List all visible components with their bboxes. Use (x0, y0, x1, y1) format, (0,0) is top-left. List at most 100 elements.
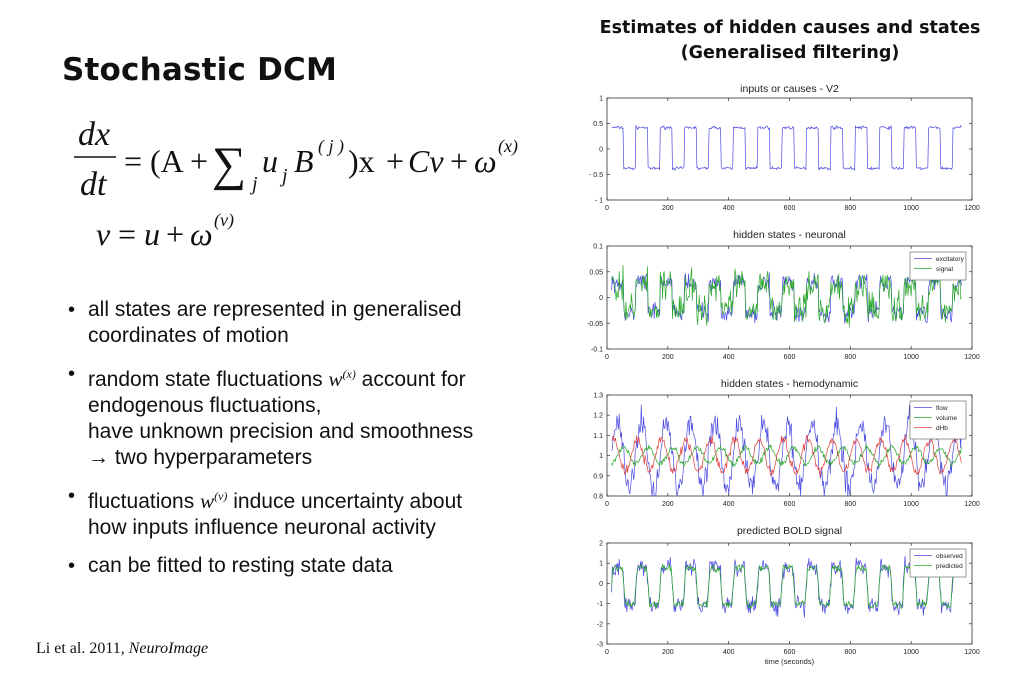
y-tick-label: 0 (599, 147, 603, 154)
eq-B: B (294, 143, 314, 179)
chart-title: inputs or causes - V2 (740, 83, 839, 95)
eq2-plus: + (166, 216, 184, 252)
series-line-signal (611, 265, 962, 328)
chart-title: hidden states - hemodynamic (721, 378, 858, 390)
x-tick-label: 1000 (903, 354, 919, 361)
eq-omega-x-superscript: (x) (498, 136, 518, 157)
chart-legend: excitatory signal (909, 251, 967, 281)
bullet-item: fluctuations w(v) induce uncertainty abo… (66, 483, 526, 541)
series-line-flow (611, 404, 962, 497)
eq-close-x: )x (348, 143, 375, 179)
x-tick-label: 200 (662, 501, 674, 508)
x-tick-label: 0 (605, 205, 609, 212)
x-tick-label: 400 (723, 205, 735, 212)
y-tick-label: - 1 (595, 198, 603, 205)
legend-label: volume (936, 415, 957, 422)
y-tick-label: 1 (599, 561, 603, 568)
x-tick-label: 200 (662, 354, 674, 361)
series-line-predicted (611, 563, 962, 610)
x-tick-label: 1000 (903, 205, 919, 212)
bullet-item: all states are represented in generalise… (66, 297, 526, 349)
chart-legend: flow volume dHb (909, 400, 967, 440)
y-tick-label: - 0.5 (589, 172, 603, 179)
math-w-v: w(v) (200, 489, 228, 513)
x-tick-label: 200 (662, 205, 674, 212)
x-tick-label: 1000 (903, 649, 919, 656)
legend-label: flow (936, 405, 948, 412)
eq2-omega: ω (190, 216, 213, 252)
chart-panel-1: inputs or causes - V2 0 200 400 600 800 1000 12… (589, 83, 980, 212)
x-tick-label: 200 (662, 649, 674, 656)
bullet-item: can be fitted to resting state data (66, 553, 526, 579)
slide-title: Stochastic DCM (62, 52, 338, 88)
y-tick-label: 1.3 (593, 393, 603, 400)
eq-equals: = (124, 143, 142, 179)
y-tick-label: 0.9 (593, 473, 603, 480)
stochastic-dcm-equations: dx dt = (A + ∑ j u j B ( j ) )x + Cv + ω… (74, 116, 518, 252)
eq-plus-3: + (450, 143, 468, 179)
x-tick-label: 1200 (964, 205, 980, 212)
x-tick-label: 0 (605, 354, 609, 361)
y-tick-label: -1 (597, 601, 603, 608)
series-line-series-1 (611, 124, 962, 172)
eq-plus-1: + (190, 143, 208, 179)
x-tick-label: 1000 (903, 501, 919, 508)
eq2-equals: = (118, 216, 136, 252)
eq-open-A: (A (150, 143, 184, 179)
eq-u-subscript: j (279, 165, 288, 187)
x-tick-label: 0 (605, 649, 609, 656)
y-tick-label: 1.1 (593, 433, 603, 440)
legend-label: predicted (936, 563, 963, 570)
eq-plus-2: + (386, 143, 404, 179)
x-axis-label: time (seconds) (765, 657, 815, 666)
y-tick-label: 0.8 (593, 494, 603, 501)
citation: Li et al. 2011, NeuroImage (36, 640, 209, 657)
y-tick-label: -2 (597, 621, 603, 628)
y-tick-label: 1 (599, 96, 603, 103)
math-w-x: w(x) (328, 367, 356, 391)
x-tick-label: 600 (784, 205, 796, 212)
eq-sum-subscript: j (249, 173, 258, 195)
eq-Cv: Cv (408, 143, 444, 179)
eq2-omega-superscript: (v) (214, 210, 234, 231)
legend-label: observed (936, 553, 963, 560)
legend-label: signal (936, 266, 954, 273)
eq-B-superscript: ( j ) (318, 136, 344, 157)
eq-omega-x: ω (474, 143, 497, 179)
eq-lhs-numerator: dx (78, 116, 110, 153)
eq-sum-symbol: ∑ (212, 138, 246, 191)
chart-panel-3: hidden states - hemodynamic 0 200 400 600 800… (593, 378, 980, 508)
x-tick-label: 1200 (964, 649, 980, 656)
legend-label: dHb (936, 425, 948, 432)
chart-legend: observed predicted (909, 548, 967, 578)
y-tick-label: -3 (597, 642, 603, 649)
x-tick-label: 800 (844, 649, 856, 656)
figure-title: Estimates of hidden causes and states (G… (599, 18, 981, 63)
series-line-dHb (611, 434, 962, 477)
series-line-volume (611, 443, 962, 469)
y-tick-label: 0.05 (589, 269, 603, 276)
legend-box (909, 251, 967, 281)
y-tick-label: 0.5 (593, 121, 603, 128)
x-tick-label: 800 (844, 501, 856, 508)
eq-u: u (262, 143, 278, 179)
x-tick-label: 400 (723, 354, 735, 361)
eq2-v: v (96, 216, 111, 252)
chart-panel-2: hidden states - neuronal 0 200 400 600 800 100… (587, 229, 980, 361)
y-tick-label: -0.1 (591, 347, 603, 354)
x-tick-label: 600 (784, 649, 796, 656)
x-tick-label: 400 (723, 501, 735, 508)
bullet-list: all states are represented in generalise… (66, 297, 526, 591)
eq2-u: u (144, 216, 160, 252)
x-tick-label: 1200 (964, 354, 980, 361)
figure-panels: inputs or causes - V20 200 400 600 800 1000 12… (587, 83, 980, 666)
y-tick-label: 1 (599, 453, 603, 460)
legend-box (909, 548, 967, 578)
x-tick-label: 600 (784, 501, 796, 508)
y-tick-label: 0.1 (593, 244, 603, 251)
y-tick-label: 1.2 (593, 413, 603, 420)
x-tick-label: 800 (844, 354, 856, 361)
plot-area-frame (606, 97, 973, 201)
legend-label: excitatory (936, 256, 965, 263)
